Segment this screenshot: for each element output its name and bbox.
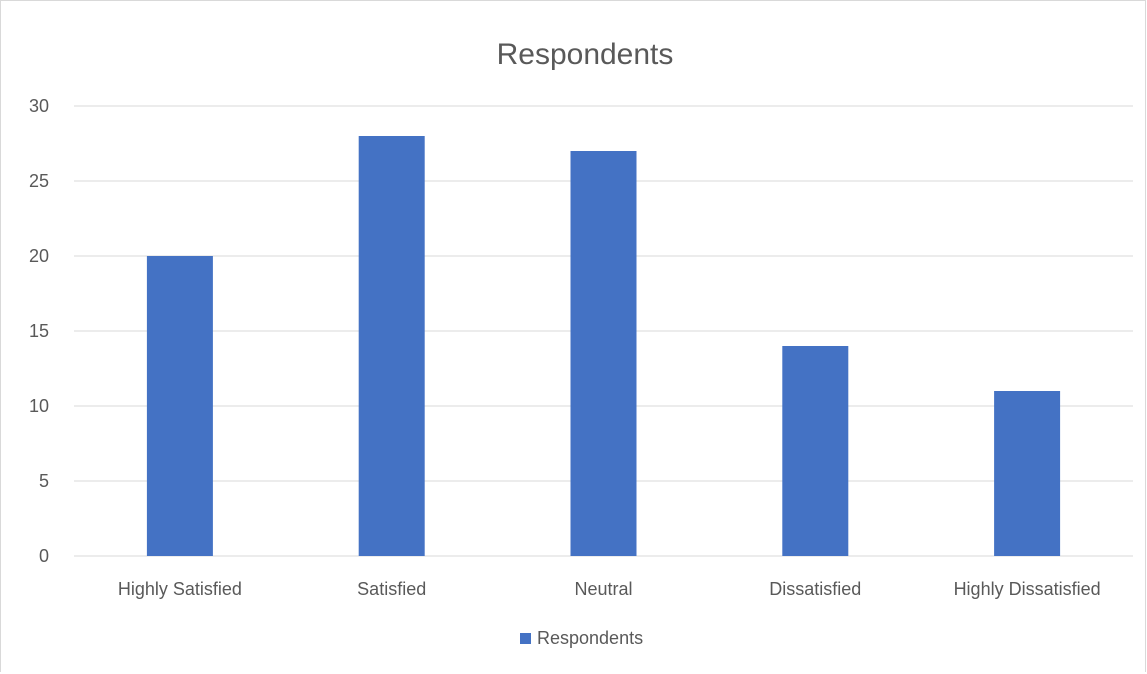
x-tick-label: Satisfied	[357, 579, 426, 599]
legend-swatch	[520, 633, 531, 644]
x-tick-label: Neutral	[574, 579, 632, 599]
y-tick-label: 0	[39, 546, 49, 566]
x-tick-label: Dissatisfied	[769, 579, 861, 599]
y-tick-label: 10	[29, 396, 49, 416]
x-axis-categories: Highly Satisfied Satisfied Neutral Dissatis…	[118, 579, 1101, 599]
y-tick-label: 25	[29, 171, 49, 191]
y-tick-label: 15	[29, 321, 49, 341]
y-tick-label: 20	[29, 246, 49, 266]
chart-title: Respondents	[497, 38, 674, 71]
legend-label: Respondents	[537, 628, 643, 648]
bar	[358, 136, 425, 556]
x-tick-label: Highly Satisfied	[118, 579, 242, 599]
bar	[146, 256, 213, 556]
legend: Respondents	[520, 628, 643, 648]
y-axis-ticks: 0 5 10 15 20 25 30	[29, 96, 49, 566]
x-tick-label: Highly Dissatisfied	[954, 579, 1101, 599]
y-tick-label: 30	[29, 96, 49, 116]
bar	[994, 391, 1061, 556]
y-tick-label: 5	[39, 471, 49, 491]
bars	[146, 136, 1061, 556]
bar	[570, 151, 637, 556]
bar	[782, 346, 849, 556]
